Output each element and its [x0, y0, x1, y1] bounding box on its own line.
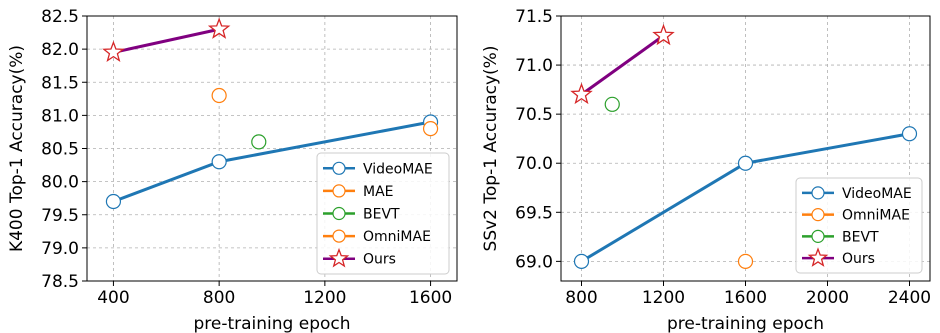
data-point-videomae — [737, 155, 754, 171]
data-point-videomae — [211, 154, 227, 170]
data-point-bevt — [604, 96, 620, 112]
legend: VideoMAE OmniMAE BEVT Ours — [795, 177, 923, 274]
y-axis-title: K400 Top-1 Accuracy(%) — [7, 45, 27, 252]
y-tick-label: 70.0 — [515, 154, 553, 174]
legend-label: VideoMAE — [363, 161, 433, 177]
legend-label: OmniMAE — [842, 208, 910, 224]
data-point-omnimae — [422, 121, 439, 137]
legend-label: OmniMAE — [363, 229, 431, 245]
y-tick-label: 71.5 — [515, 7, 553, 27]
y-tick-label: 81.0 — [41, 106, 79, 126]
data-point-star-ours — [652, 23, 675, 46]
series-line-ours — [580, 34, 665, 96]
legend-circle-icon — [811, 208, 825, 222]
y-tick-label: 78.5 — [41, 272, 79, 292]
data-point-videomae — [105, 193, 122, 210]
chart-panel-1: 400 800 1200 1600 78.5 79.0 79.5 80.0 80.5 81.0 81… — [7, 7, 458, 333]
x-tick-label: 2000 — [806, 288, 849, 308]
data-point-star-ours — [570, 82, 593, 105]
x-tick-label: 800 — [565, 288, 597, 308]
data-point-bevt — [251, 134, 267, 150]
data-point-star-ours — [207, 17, 231, 39]
y-tick-label: 71.0 — [515, 56, 553, 76]
x-axis-title: pre-training epoch — [667, 314, 824, 333]
chart-panel-2: 800 1200 1600 2000 2400 69.0 69.5 70.0 70.5 71.0 7… — [481, 7, 931, 333]
legend-circle-icon — [332, 206, 346, 221]
legend-circle-icon — [811, 229, 825, 243]
y-tick-label: 82.5 — [41, 7, 79, 27]
legend-label: BEVT — [842, 229, 879, 245]
x-tick-label: 1600 — [409, 288, 452, 308]
legend-label: Ours — [363, 252, 396, 268]
x-tick-label: 1200 — [642, 288, 685, 308]
data-point-omnimae — [737, 253, 754, 269]
legend: VideoMAE MAE BEVT OmniMAE Ours — [316, 152, 450, 275]
data-point-videomae — [573, 253, 590, 269]
y-tick-label: 69.5 — [515, 203, 553, 223]
series-line-ours — [113, 27, 220, 54]
legend-box — [795, 177, 923, 274]
legend-label: MAE — [363, 184, 394, 200]
x-tick-label: 400 — [97, 288, 129, 308]
legend-circle-icon — [332, 229, 346, 243]
x-tick-label: 2400 — [888, 288, 931, 308]
y-axis-title: SSv2 Top-1 Accuracy(%) — [481, 46, 501, 252]
legend-label: Ours — [842, 251, 875, 267]
y-tick-label: 81.5 — [41, 73, 79, 93]
legend-circle-icon — [811, 186, 825, 200]
legend-label: BEVT — [363, 207, 400, 223]
y-tick-label: 69.0 — [515, 252, 553, 272]
x-tick-label: 1200 — [303, 288, 346, 308]
legend-label: VideoMAE — [842, 186, 912, 202]
x-tick-label: 800 — [203, 288, 235, 308]
y-tick-label: 70.5 — [515, 105, 553, 125]
y-tick-label: 79.5 — [41, 206, 79, 226]
y-tick-label: 80.5 — [41, 140, 79, 160]
data-point-star-ours — [102, 40, 125, 63]
x-axis-title: pre-training epoch — [193, 314, 350, 333]
x-tick-label: 1600 — [724, 288, 767, 308]
y-tick-label: 79.0 — [41, 239, 79, 259]
legend-star-icon — [807, 247, 829, 267]
data-point-mae — [211, 87, 227, 104]
legend-star-icon — [328, 247, 350, 268]
y-tick-label: 80.0 — [41, 173, 79, 193]
legend-circle-icon — [332, 184, 346, 198]
data-point-videomae — [901, 126, 918, 142]
legend-circle-icon — [332, 161, 346, 175]
y-tick-label: 82.0 — [41, 40, 79, 60]
legend-box — [316, 152, 450, 275]
